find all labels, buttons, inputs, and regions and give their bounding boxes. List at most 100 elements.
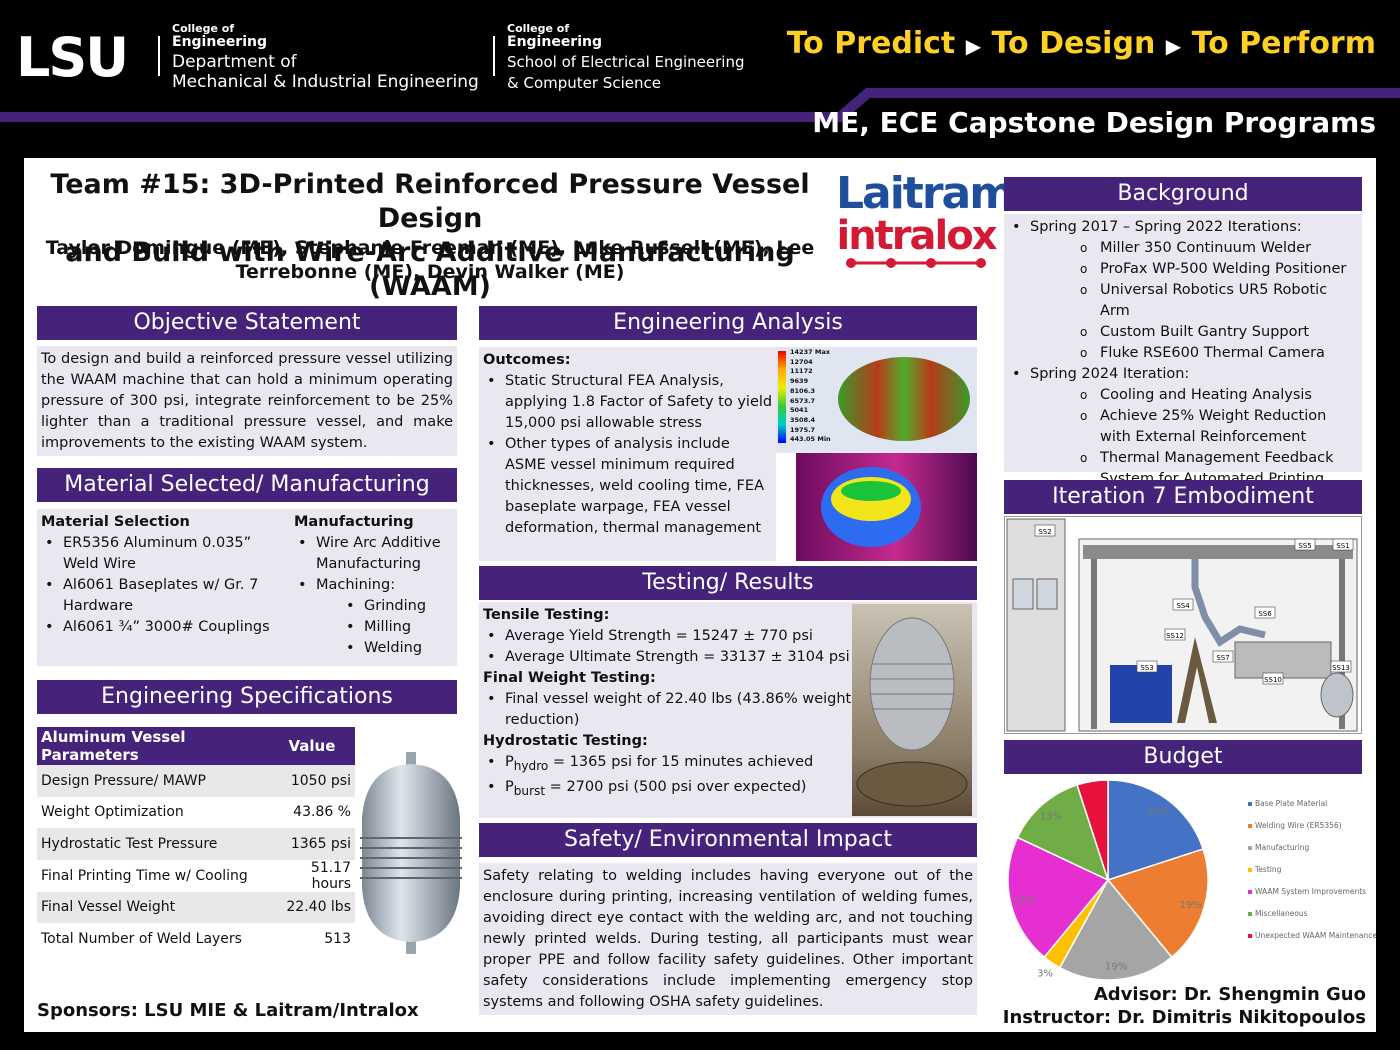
table-row: Final Printing Time w/ Cooling 51.17 hour… (37, 859, 355, 892)
intralox-logo: intralox (836, 213, 997, 259)
table-header-cell: Aluminum Vessel Parameters (41, 728, 186, 764)
subheading: Manufacturing (294, 514, 414, 530)
text-part: = 1365 psi for 15 minutes achieved (548, 754, 814, 770)
bullet-list: Final vessel weight of 22.40 lbs (43.86%… (483, 689, 853, 731)
table-cell: Hydrostatic Test Pressure (41, 835, 218, 852)
bullet-item: Spring 2017 – Spring 2022 Iterations: Mil… (1012, 217, 1358, 364)
subheading: Material Selection (41, 514, 190, 530)
text-part: P (505, 778, 514, 795)
thermal-image (776, 453, 977, 561)
slice-label: 19% (1105, 962, 1127, 973)
text-part: P (505, 754, 514, 770)
bullet-list: Phydro = 1365 psi for 15 minutes achieve… (483, 752, 853, 802)
callout-label: SS12 (1166, 632, 1184, 640)
table-cell: 51.17 hours (310, 859, 351, 892)
table-cell: Total Number of Weld Layers (41, 930, 242, 947)
college: College of (507, 22, 570, 35)
subheading: Hydrostatic Testing: (483, 733, 648, 749)
table-header-cell: Value (288, 737, 336, 755)
bullet-item: Spring 2024 Iteration: Cooling and Heatin… (1012, 364, 1358, 490)
legend-label: Unexpected WAAM Maintenance (1255, 931, 1376, 940)
testing-text: Tensile Testing: Average Yield Strength =… (483, 605, 853, 802)
material-box: Material Selection ER5356 Aluminum 0.035”… (37, 509, 457, 666)
bullet-item: Al6061 ¾” 3000# Couplings (45, 617, 281, 638)
bullet-item: Final vessel weight of 22.40 lbs (43.86%… (487, 689, 853, 731)
table-cell: 513 (324, 930, 351, 947)
thermal-vessel (821, 467, 921, 547)
table-cell: Final Vessel Weight (41, 899, 176, 916)
slice-label: 19% (1179, 900, 1201, 911)
text-part: = 2700 psi (500 psi over expected) (545, 778, 807, 795)
school: School of Electrical Engineering (507, 53, 745, 71)
section-heading: Engineering Analysis (479, 306, 977, 340)
instructor: Instructor: Dr. Dimitris Nikitopoulos (1002, 1007, 1366, 1028)
material-selection: Material Selection ER5356 Aluminum 0.035”… (41, 512, 281, 638)
advisor: Advisor: Dr. Shengmin Guo (1093, 984, 1366, 1005)
bullet-item: Average Ultimate Strength = 33137 ± 3104… (487, 647, 853, 668)
legend-swatch (1248, 868, 1252, 872)
section-heading: Background (1004, 177, 1362, 211)
slice-label: 3% (1037, 969, 1053, 980)
bullet-item: Wire Arc Additive Manufacturing (298, 533, 454, 575)
table-cell: Design Pressure/ MAWP (41, 772, 206, 789)
legend-label: Miscellaneous (1255, 909, 1308, 918)
lsu-logo: LSU (16, 26, 129, 89)
table-cell: 43.86 % (293, 804, 351, 821)
arrow: ▶ (965, 34, 982, 58)
pie-slice (1058, 878, 1173, 981)
legend-label: Base Plate Material (1255, 799, 1327, 808)
fea-legend-label: 1975.7 (790, 425, 816, 434)
table-row: Weight Optimization 43.86 % (37, 796, 355, 828)
fea-legend-label: 14237 Max (790, 348, 830, 356)
slice-label: 20% (1147, 806, 1169, 817)
budget-pie-chart: 20% Base Plate Material 19% Welding Wire (E… (1007, 776, 1376, 981)
section-heading: Objective Statement (37, 306, 457, 340)
pie-slice (1016, 783, 1110, 882)
fea-image: 14237 Max 12704 11172 9639 8106.3 6573.7 5041 3… (776, 347, 977, 451)
bullet-item: Average Yield Strength = 15247 ± 770 psi (487, 626, 853, 647)
college: College of (172, 22, 235, 35)
fea-legend-label: 9639 (790, 377, 809, 386)
bullet-item: Cooling and Heating Analysis (1080, 385, 1358, 406)
callout-label: SS6 (1258, 610, 1272, 618)
table-cell: 1365 psi (290, 835, 351, 852)
legend-swatch (1248, 846, 1252, 850)
tagline-item: To Design (991, 26, 1156, 61)
logo-chain (846, 258, 986, 268)
manufacturing: Manufacturing Wire Arc Additive Manufactu… (294, 512, 454, 659)
vessel-render (360, 752, 462, 954)
bullet-list: Spring 2017 – Spring 2022 Iterations: Mil… (1008, 217, 1358, 490)
callout-box (1212, 650, 1234, 663)
bullet-list: ER5356 Aluminum 0.035” Weld WireAl6061 B… (41, 533, 281, 638)
group-title: Spring 2024 Iteration: (1030, 366, 1190, 382)
subheading: Final Weight Testing: (483, 670, 656, 686)
legend-swatch (1248, 824, 1252, 828)
section-heading: Safety/ Environmental Impact (479, 823, 977, 857)
tagline-item: To Perform (1191, 26, 1376, 61)
test-photo (852, 604, 972, 816)
bullet-item: Milling (346, 617, 454, 638)
bullet-list: Cooling and Heating AnalysisAchieve 25% … (1030, 385, 1358, 490)
table-row: Hydrostatic Test Pressure 1365 psi (37, 828, 355, 860)
bullet-item: Custom Built Gantry Support (1080, 322, 1358, 343)
fea-legend-label: 8106.3 (790, 386, 816, 395)
callout-box (1294, 538, 1316, 551)
bullet-list: Static Structural FEA Analysis, applying… (483, 371, 773, 539)
fea-colorbar (778, 351, 786, 443)
legend-swatch (1248, 802, 1252, 806)
table-cell: 1050 psi (290, 772, 351, 789)
bullet-item: Welding (346, 638, 454, 659)
analysis-box: Outcomes: Static Structural FEA Analysis,… (479, 347, 977, 561)
legend-swatch (1248, 934, 1252, 938)
bullet-item: Pburst = 2700 psi (500 psi over expected… (487, 777, 853, 802)
pie-slice (1107, 779, 1205, 882)
author-line: Terrebonne (ME), Devin Walker (ME) (235, 261, 625, 283)
background-box: Spring 2017 – Spring 2022 Iterations: Mil… (1004, 214, 1362, 487)
fea-legend-label: 12704 (790, 357, 813, 366)
divider (158, 36, 160, 76)
text-part: burst (513, 783, 546, 798)
callout-label: SS5 (1298, 542, 1311, 550)
bullet-item: Other types of analysis include ASME ves… (487, 434, 773, 539)
callout-label: SS7 (1216, 654, 1229, 662)
